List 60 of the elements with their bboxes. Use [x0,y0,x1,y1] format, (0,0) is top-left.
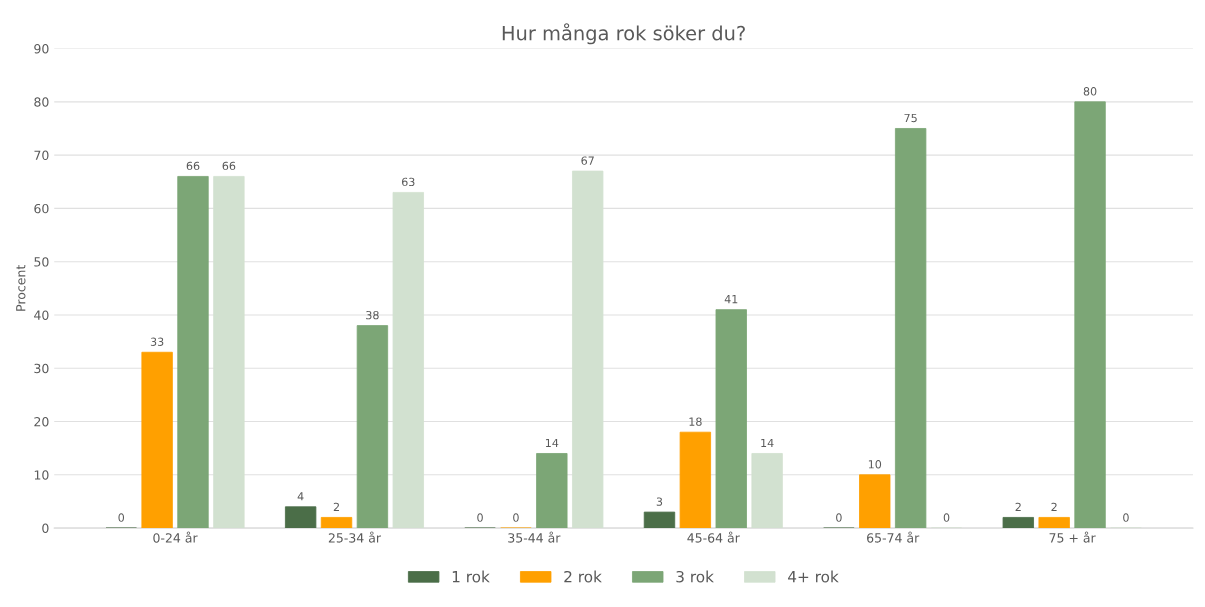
data-label: 75 [904,113,917,123]
bar [320,517,353,529]
bar [536,453,568,529]
data-label: 3 [656,497,663,506]
y-tick-label: 70 [34,150,49,161]
data-label: 10 [868,460,882,469]
y-tick-label: 90 [34,44,49,54]
bar [894,128,927,529]
legend-label: 2 rok [564,570,602,583]
x-tick-label: 65-74 år [867,531,920,543]
data-label: 14 [545,438,559,448]
bar [859,474,891,529]
data-label: 67 [581,156,594,165]
x-tick-label: 25-34 år [328,531,382,543]
bar [284,506,317,529]
data-label: 0 [513,513,519,522]
y-tick-label: 10 [34,470,49,480]
x-tick-label: 0-24 år [153,531,198,543]
y-tick-label: 60 [34,203,49,214]
data-label: 14 [761,438,774,448]
y-tick-label: 20 [34,417,49,427]
bar [1038,517,1070,529]
y-tick-label: 50 [34,257,49,267]
bar [1002,517,1034,529]
data-label: 0 [836,513,842,522]
data-label: 18 [689,417,702,426]
x-tick-label: 45-64 år [687,531,740,543]
bar [643,511,676,529]
y-axis-title: Procent [16,265,26,311]
data-label: 66 [186,161,200,171]
data-label: 4 [297,492,304,501]
bar [715,309,747,529]
data-label: 0 [118,513,125,522]
x-tick-label: 75 + år [1049,531,1096,543]
data-label: 33 [150,337,164,346]
data-label: 2 [333,502,339,511]
bar [1074,101,1106,529]
data-label: 0 [1123,513,1129,522]
y-tick-label: 40 [34,310,49,320]
legend-label: 3 rok [676,570,714,583]
y-tick-label: 80 [34,97,49,107]
data-label: 0 [943,513,950,522]
data-label: 66 [222,161,236,171]
y-tick-label: 0 [42,523,49,534]
bar [177,176,209,529]
data-label: 63 [402,177,415,187]
legend-label: 1 rok [452,570,490,583]
chart-title: Hur många rok söker du? [502,23,745,45]
bar [356,325,389,529]
legend-label: 4+ rok [788,570,839,583]
x-tick-label: 35-44 år [508,531,561,543]
data-label: 2 [1051,502,1057,511]
y-tick-label: 30 [34,363,49,374]
bar [141,351,173,529]
data-label: 80 [1083,87,1097,96]
data-label: 41 [724,295,738,304]
bar [679,431,712,529]
data-label: 2 [1015,502,1021,511]
data-label: 0 [477,513,483,522]
data-label: 38 [366,310,379,320]
